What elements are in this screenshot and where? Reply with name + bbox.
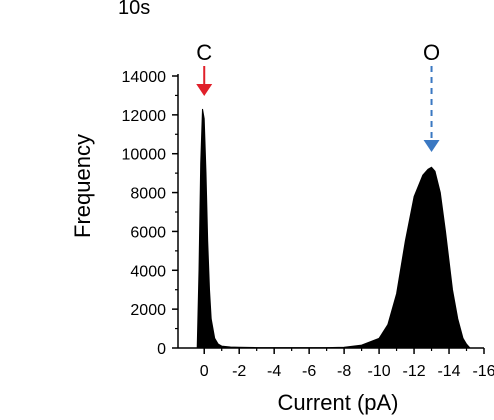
- corner-label: 10s: [118, 0, 150, 19]
- histogram-series-0: [196, 108, 472, 349]
- x-tick-label: -14: [437, 363, 460, 380]
- x-tick-label: 0: [200, 363, 209, 380]
- x-tick-label: -2: [232, 363, 246, 380]
- x-tick-label: -8: [337, 363, 351, 380]
- x-tick-label: -4: [267, 363, 281, 380]
- x-tick-label: -16: [472, 363, 494, 380]
- y-tick-label: 14000: [122, 69, 167, 86]
- y-tick-label: 0: [157, 341, 166, 358]
- state-label-c: C: [196, 40, 212, 65]
- x-axis-title: Current (pA): [277, 390, 398, 415]
- plot-area: 0 2000 4000 6000 8000 10000 12000 14000 0 -2 -4 -6 -…: [122, 40, 494, 380]
- y-axis-title: Frequency: [70, 134, 95, 238]
- state-arrow-head-c: [196, 84, 213, 96]
- state-label-o: O: [423, 40, 440, 65]
- y-tick-label: 2000: [130, 302, 166, 319]
- x-tick-label: -6: [302, 363, 316, 380]
- y-tick-label: 8000: [130, 186, 166, 203]
- y-tick-label: 12000: [122, 108, 167, 125]
- state-arrow-head-o: [423, 140, 440, 152]
- x-tick-label: -12: [402, 363, 425, 380]
- y-tick-label: 6000: [130, 224, 166, 241]
- y-tick-label: 4000: [130, 263, 166, 280]
- x-tick-label: -10: [368, 363, 391, 380]
- y-tick-label: 10000: [122, 147, 167, 164]
